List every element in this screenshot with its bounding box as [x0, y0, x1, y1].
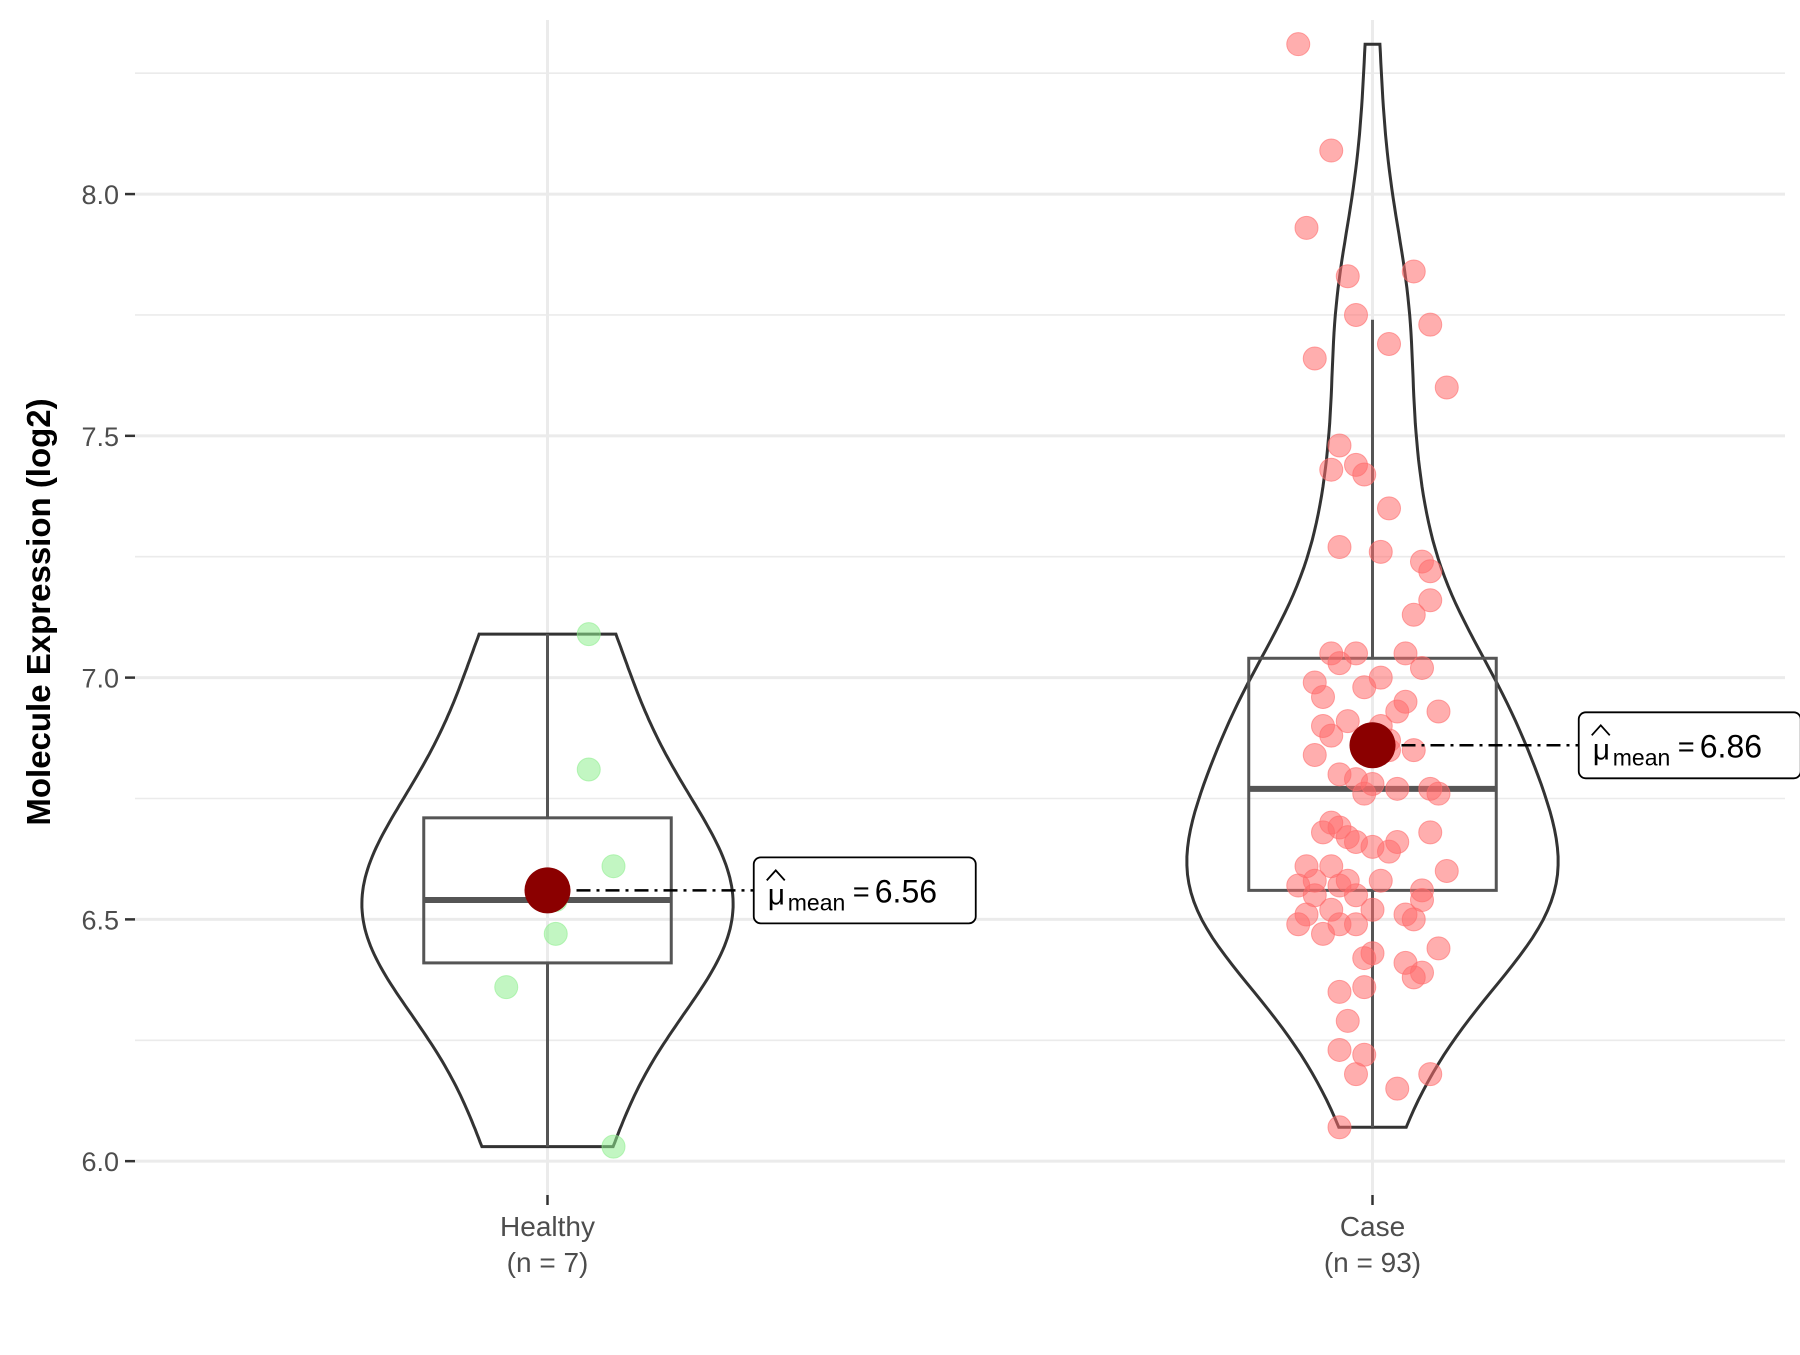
case-data-point — [1303, 347, 1326, 370]
case-data-point — [1378, 332, 1401, 355]
case-data-point — [1303, 743, 1326, 766]
case-data-point — [1419, 313, 1442, 336]
case-data-point — [1369, 869, 1392, 892]
case-data-point — [1312, 922, 1335, 945]
case-mean-subscript: mean — [1613, 744, 1671, 770]
case-data-point — [1287, 913, 1310, 936]
case-data-point — [1312, 685, 1335, 708]
case-data-point — [1287, 33, 1310, 56]
case-data-point — [1378, 497, 1401, 520]
case-data-point — [1320, 458, 1343, 481]
case-x-tick-label: Case — [1340, 1211, 1405, 1242]
case-data-point — [1320, 139, 1343, 162]
case-data-point — [1402, 908, 1425, 931]
healthy-mean-symbol: μ — [768, 878, 785, 911]
case-data-point — [1336, 265, 1359, 288]
axis-layer: 6.0 6.5 7.0 7.5 8.0 Healthy (n = 7) Case (n = 93… — [81, 180, 1421, 1278]
case-data-point — [1402, 739, 1425, 762]
case-mean-value: 6.86 — [1700, 728, 1762, 764]
case-data-point — [1435, 376, 1458, 399]
y-tick-label: 7.5 — [81, 422, 119, 452]
point-layer — [495, 33, 1459, 1158]
y-tick-label: 7.0 — [81, 664, 119, 694]
y-tick-label: 6.0 — [81, 1147, 119, 1177]
grid-layer — [135, 20, 1785, 1195]
case-data-point — [1402, 260, 1425, 283]
case-data-point — [1345, 1063, 1368, 1086]
case-data-point — [1287, 874, 1310, 897]
case-data-point — [1353, 463, 1376, 486]
case-data-point — [1328, 980, 1351, 1003]
case-data-point — [1427, 782, 1450, 805]
violin-layer — [362, 44, 1558, 1146]
case-mean-symbol: μ — [1593, 733, 1610, 766]
healthy-mean-point — [525, 867, 571, 913]
case-data-point — [1328, 652, 1351, 675]
case-sample-size-label: (n = 93) — [1324, 1247, 1421, 1278]
healthy-data-point — [602, 1135, 625, 1158]
healthy-data-point — [577, 758, 600, 781]
case-data-point — [1345, 303, 1368, 326]
case-data-point — [1295, 216, 1318, 239]
case-data-point — [1328, 1038, 1351, 1061]
y-tick-label: 8.0 — [81, 180, 119, 210]
healthy-x-tick-label: Healthy — [500, 1211, 595, 1242]
case-data-point — [1435, 860, 1458, 883]
case-data-point — [1369, 666, 1392, 689]
case-data-point — [1353, 782, 1376, 805]
healthy-data-point — [577, 623, 600, 646]
y-axis-title: Molecule Expression (log2) — [20, 398, 57, 825]
case-data-point — [1386, 777, 1409, 800]
healthy-data-point — [544, 922, 567, 945]
y-tick-label: 6.5 — [81, 905, 119, 935]
case-mean-equals: = — [1678, 731, 1695, 763]
case-data-point — [1419, 560, 1442, 583]
healthy-data-point — [602, 855, 625, 878]
case-data-point — [1353, 947, 1376, 970]
case-data-point — [1378, 840, 1401, 863]
case-mean-point — [1350, 722, 1396, 768]
case-data-point — [1353, 976, 1376, 999]
case-data-point — [1328, 434, 1351, 457]
case-data-point — [1369, 540, 1392, 563]
case-data-point — [1336, 1009, 1359, 1032]
case-data-point — [1427, 937, 1450, 960]
case-data-point — [1361, 898, 1384, 921]
case-data-point — [1320, 724, 1343, 747]
case-data-point — [1402, 603, 1425, 626]
case-data-point — [1411, 656, 1434, 679]
healthy-mean-equals: = — [853, 876, 870, 908]
case-data-point — [1419, 1063, 1442, 1086]
case-data-point — [1328, 1116, 1351, 1139]
case-data-point — [1328, 536, 1351, 559]
case-data-point — [1427, 700, 1450, 723]
case-data-point — [1320, 811, 1343, 834]
healthy-mean-value: 6.56 — [875, 873, 937, 909]
case-data-point — [1419, 821, 1442, 844]
healthy-data-point — [495, 976, 518, 999]
healthy-mean-subscript: mean — [788, 889, 846, 915]
case-data-point — [1394, 690, 1417, 713]
case-data-point — [1402, 966, 1425, 989]
healthy-sample-size-label: (n = 7) — [507, 1247, 589, 1278]
case-data-point — [1386, 1077, 1409, 1100]
